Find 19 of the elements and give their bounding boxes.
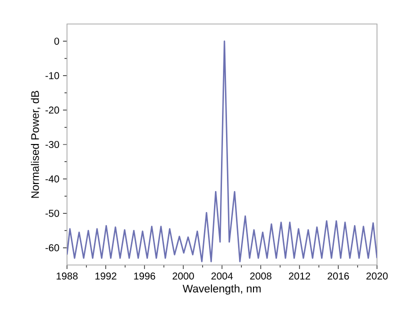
x-tick-label: 2020: [366, 272, 388, 280]
y-tick-label: -50: [46, 210, 60, 217]
x-tick-label: 2004: [211, 272, 233, 280]
x-tick-label: 2008: [250, 272, 272, 280]
y-tick-label: -30: [46, 140, 60, 148]
y-tick-label: 0: [54, 38, 60, 45]
y-tick-label: -20: [46, 106, 60, 114]
line-series: [67, 40, 378, 262]
x-tick-label: 1996: [134, 272, 156, 280]
y-tick-label: -10: [46, 72, 60, 80]
x-axis-title: Wavelength, nm: [182, 284, 261, 295]
x-tick-label: 2000: [172, 272, 194, 280]
y-tick-label: -40: [46, 175, 60, 182]
x-tick-label: 2012: [288, 272, 310, 280]
x-tick-label: 2016: [328, 272, 349, 280]
x-tick-label: 1988: [56, 272, 78, 280]
x-tick-label: 1992: [95, 272, 116, 280]
y-axis-title: Normalised Power, dB: [30, 90, 40, 198]
y-tick-label: -60: [46, 244, 60, 252]
